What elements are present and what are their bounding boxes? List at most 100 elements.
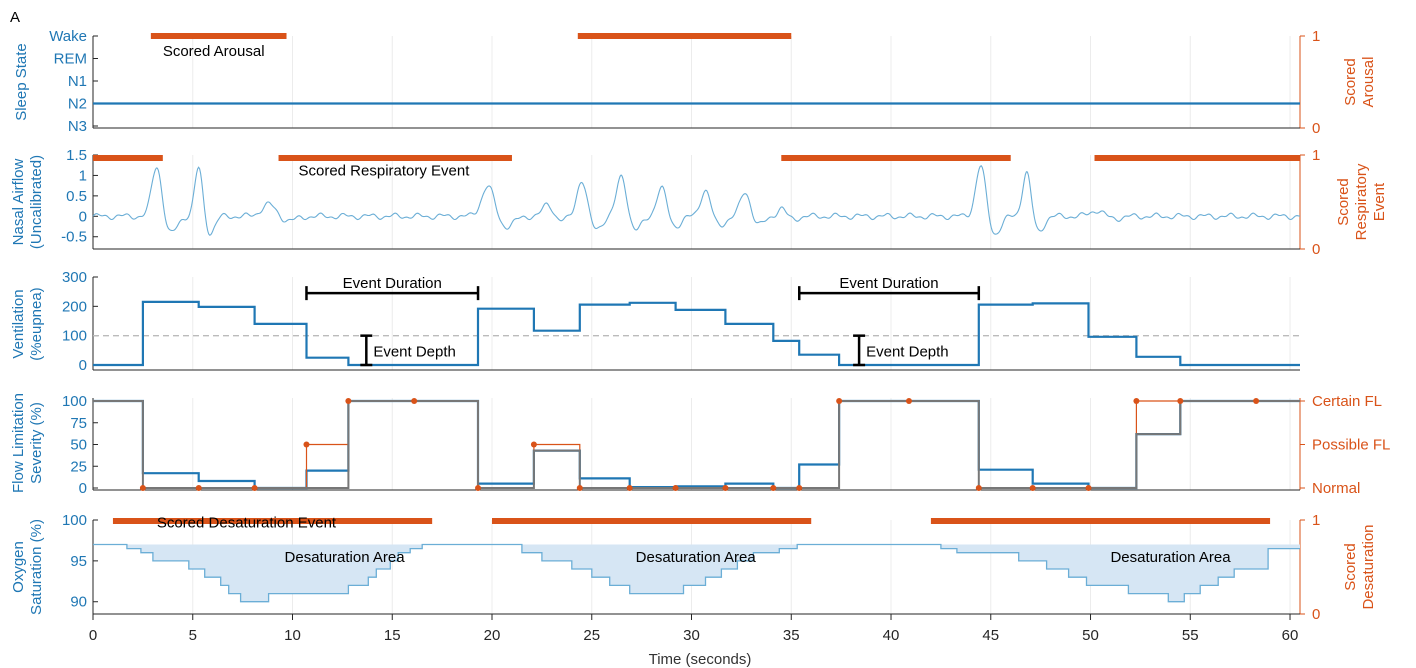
panel-label: A [10,9,20,26]
annotation: Desaturation Area [285,549,406,566]
x-tick-label: 60 [1282,627,1299,644]
fl-point [1085,485,1092,491]
annotation: Scored Arousal [163,43,265,60]
annotation: Event Duration [839,275,938,292]
annotation: Desaturation Area [1110,549,1231,566]
left-tick-label: 1 [79,167,87,184]
y-axis-label: Nasal Airflow [10,158,27,245]
right-tick-label: 0 [1312,241,1320,258]
left-tick-label: N3 [68,118,87,135]
x-tick-label: 15 [384,627,401,644]
right-axis-label: Event [1371,182,1388,221]
annotation: Event Depth [866,343,949,360]
left-tick-label: REM [54,51,87,68]
left-tick-label: 25 [70,458,87,475]
fl-point [411,398,418,404]
fl-point [251,485,258,491]
right-axis-label: Arousal [1360,57,1377,108]
left-tick-label: 1.5 [66,147,87,164]
fl-orange-line [93,400,1300,489]
x-tick-label: 20 [484,627,501,644]
x-tick-label: 30 [683,627,700,644]
x-tick-label: 10 [284,627,301,644]
ventilation-line [93,300,1300,367]
right-tick-label: 0 [1312,606,1320,623]
fl-point [1177,398,1184,404]
fl-point [303,441,310,448]
annotation: Scored Desaturation Event [157,514,337,531]
right-tick-label: 0 [1312,120,1320,137]
x-axis-label: Time (seconds) [649,651,752,668]
x-tick-label: 45 [982,627,999,644]
x-tick-label: 25 [583,627,600,644]
fl-point [345,398,352,404]
fl-point [626,485,633,491]
y-axis-label: Oxygen [10,541,27,593]
y-axis-label: Sleep State [13,43,30,121]
fl-point [905,398,912,404]
fl-point [195,485,202,491]
left-tick-label: 0 [79,357,87,374]
spo2-line [93,543,1300,603]
fl-blue-line [93,399,1300,490]
left-tick-label: 0.5 [66,188,87,205]
fl-point [139,485,146,491]
y-axis-label: Severity (%) [28,402,45,484]
x-tick-label: 5 [189,627,197,644]
y-axis-label: (%eupnea) [28,287,45,360]
left-tick-label: 95 [70,553,87,570]
left-tick-label: 100 [62,328,87,345]
fl-point [530,441,537,448]
annotation: Event Duration [343,275,442,292]
x-tick-label: 40 [883,627,900,644]
y-axis-label: Ventilation [10,289,27,358]
right-axis-label: Respiratory [1353,163,1370,240]
annotation: Desaturation Area [636,549,757,566]
left-tick-label: N1 [68,73,87,90]
fl-point [1133,398,1140,404]
left-tick-label: 0 [79,480,87,497]
fl-point [836,398,843,404]
right-tick-label: Possible FL [1312,437,1390,454]
fl-point [975,485,982,491]
fl-gray-line [93,400,1300,489]
left-tick-label: 0 [79,208,87,225]
y-axis-label: Saturation (%) [28,519,45,615]
x-tick-label: 35 [783,627,800,644]
fl-point [1029,485,1036,491]
left-tick-label: 200 [62,298,87,315]
right-axis-label: Scored [1342,543,1359,591]
left-tick-label: N2 [68,96,87,113]
left-tick-label: 300 [62,269,87,286]
desaturation-area [93,544,1300,602]
y-axis-label: (Uncalibrated) [28,155,45,249]
x-tick-label: 55 [1182,627,1199,644]
x-tick-label: 0 [89,627,97,644]
airflow-trace [92,165,1301,236]
fl-point [770,485,777,491]
right-tick-label: Normal [1312,480,1360,497]
right-axis-label: Desaturation [1360,524,1377,609]
left-tick-label: 75 [70,415,87,432]
annotation: Event Depth [373,343,456,360]
right-tick-label: Certain FL [1312,393,1382,410]
left-tick-label: -0.5 [61,229,87,246]
right-tick-label: 1 [1312,512,1320,529]
y-axis-label: Flow Limitation [10,393,27,493]
fl-point [672,485,679,491]
right-tick-label: 1 [1312,147,1320,164]
right-tick-label: 1 [1312,28,1320,45]
left-tick-label: Wake [49,28,87,45]
fl-point [1253,398,1260,404]
x-tick-label: 50 [1082,627,1099,644]
left-tick-label: 100 [62,512,87,529]
annotation: Scored Respiratory Event [298,162,470,179]
plot-area [92,33,1305,620]
right-axis-label: Scored [1342,58,1359,106]
left-tick-label: 90 [70,594,87,611]
fl-point [475,485,482,491]
fl-point [796,485,803,491]
right-axis-label: Scored [1335,178,1352,226]
left-tick-label: 50 [70,437,87,454]
